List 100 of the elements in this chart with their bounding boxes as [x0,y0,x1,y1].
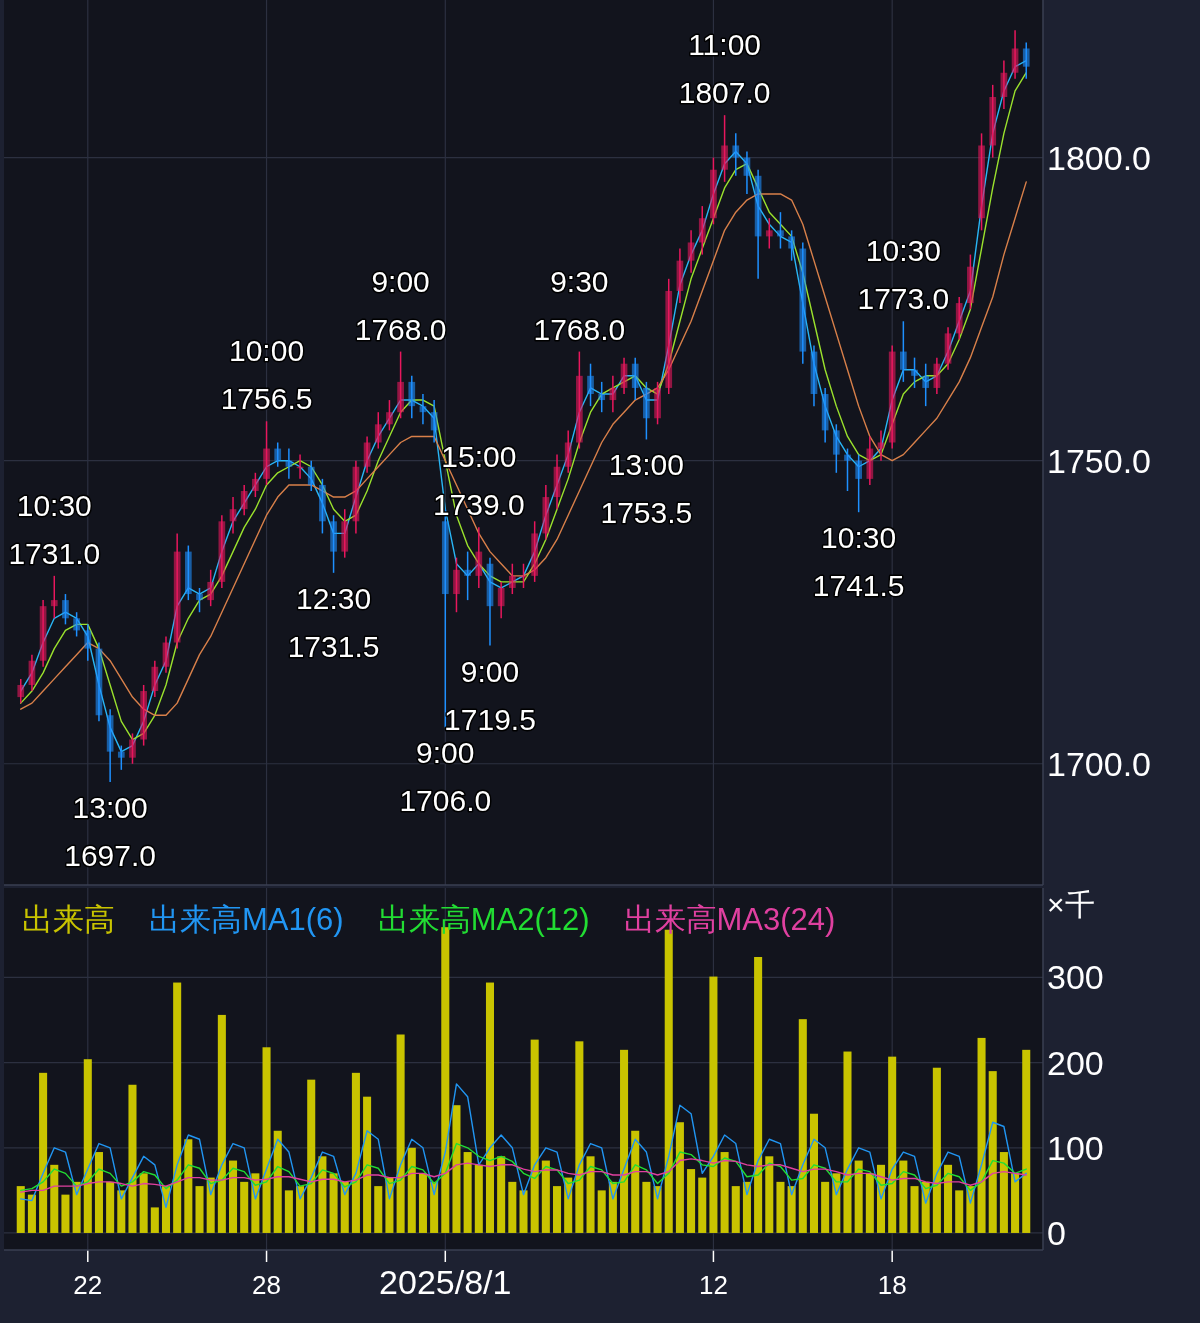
bar [27,1194,36,1233]
bar [988,1071,997,1233]
bar [865,1173,874,1233]
bar [463,1152,472,1233]
bar [843,1051,852,1233]
y-tick-label: 1800.0 [1047,138,1151,177]
candlestick [39,599,47,668]
candlestick [252,472,259,498]
bar [61,1194,70,1233]
annotation: 9:30 1768.0 [533,264,626,346]
bar [687,1169,696,1233]
bar [106,1181,115,1233]
candlestick [955,296,963,341]
candlestick [408,375,416,419]
bar [541,1160,550,1233]
bar [485,982,495,1233]
x-tick-label: 2025/8/1 [379,1263,512,1301]
bar [217,1014,226,1233]
bar [284,1190,293,1233]
annotation: 9:00 1706.0 [399,736,492,818]
candlestick [319,478,326,535]
bar [620,1049,629,1233]
candlestick [631,356,639,401]
bar [150,1207,159,1233]
bar [307,1079,316,1233]
candlestick [240,484,248,516]
text: 出来高MA3(24) [623,901,836,937]
candlestick [184,544,192,601]
candlestick [196,587,203,613]
candlestick [497,581,505,620]
bar [94,1152,103,1233]
bar [698,1177,707,1233]
candlestick [888,344,896,450]
bar [575,1041,584,1233]
bar [1022,1049,1031,1233]
bar [955,1190,964,1233]
candlestick [967,253,974,310]
bar [363,1096,372,1233]
candlestick [397,350,404,419]
bar [296,1186,305,1233]
candlestick [1011,29,1019,80]
bar [173,982,182,1233]
candlestick [207,569,215,607]
candlestick [643,381,650,441]
candlestick [576,350,583,450]
bar [798,1019,807,1233]
bar [821,1181,830,1233]
candlestick [475,526,483,589]
candlestick [464,550,471,601]
bar [999,1152,1008,1233]
bar [418,1173,427,1233]
y-axis-title: ×千 [1047,888,1095,921]
candlestick [542,484,550,541]
candlestick [732,132,740,177]
line-series [20,1158,1027,1193]
candlestick [17,678,25,704]
candlestick [765,217,773,250]
bar [597,1190,606,1233]
candlestick [832,423,840,474]
candlestick [665,278,673,395]
bar [977,1037,986,1233]
bar [39,1072,48,1233]
y-tick-label: 300 [1047,958,1104,997]
text: 出来高 [22,901,115,937]
candlestick [654,381,661,426]
bar [318,1156,327,1233]
bar [351,1072,360,1233]
bar [742,1181,751,1233]
candlestick [900,320,907,383]
bar [642,1181,651,1233]
candlestick [140,684,147,747]
candlestick [374,411,382,450]
candlestick [117,744,125,771]
line-series [20,1142,1027,1192]
annotation: 9:00 1719.5 [444,654,536,736]
bar [1011,1173,1020,1233]
candlestick [587,362,594,407]
candlestick [777,211,784,250]
y-tick-label: 1750.0 [1047,441,1151,480]
candlestick [922,362,930,407]
bar [787,1186,796,1233]
candlestick [710,156,717,226]
bar [519,1190,528,1233]
candlestick [73,611,80,638]
candlestick [307,459,315,492]
annotation: 9:00 1768.0 [354,264,447,346]
annotation: 10:30 1773.0 [857,234,950,316]
bar [888,1056,897,1233]
candlestick [855,453,863,513]
bar [474,1164,483,1233]
candlestick [274,441,282,468]
bar [910,1186,919,1233]
bar [184,1139,193,1233]
bar [240,1181,249,1233]
candlestick [1022,41,1030,80]
bar [396,1034,405,1233]
bar [932,1067,941,1233]
candlestick [330,514,337,574]
candlestick [598,381,606,413]
bar [16,1186,25,1233]
